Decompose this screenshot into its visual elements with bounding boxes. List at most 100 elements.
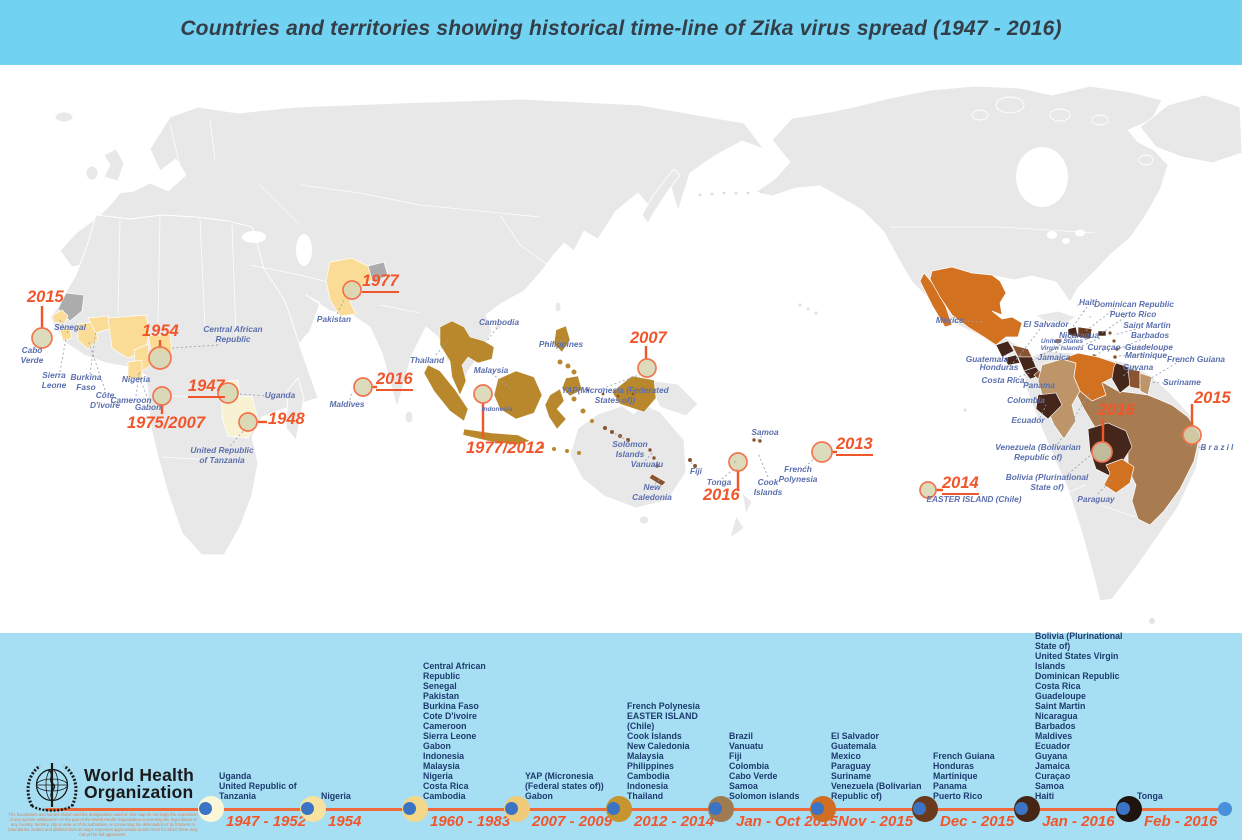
timeline-country: Sierra Leone — [423, 731, 477, 741]
region-mexico — [929, 266, 1023, 346]
great-lake-1 — [1047, 231, 1057, 239]
timeline-country: Cook Islands — [627, 731, 682, 741]
timeline-country: Venezuela (Bolivarian Republic of) — [831, 781, 922, 801]
timeline-country: Indonesia — [627, 781, 669, 791]
timeline-node-dot — [811, 802, 824, 815]
region-mindanao — [561, 375, 583, 397]
hudson-bay — [1016, 147, 1068, 207]
region-sumatra — [423, 364, 469, 422]
region-paraguay — [1103, 458, 1135, 494]
year-marker-circle — [238, 412, 258, 432]
timeline-country: Senegal — [423, 681, 457, 691]
timeline-country-list: Brazil Vanuatu Fiji Colombia Cabo Verde Samoa… — [729, 731, 829, 801]
timeline-country: Guadeloupe — [1035, 691, 1086, 701]
landmass-north-america — [755, 85, 1169, 373]
timeline-country: Nigeria — [321, 791, 351, 801]
year-marker-circle — [473, 384, 493, 404]
timeline-country-list: El Salvador Guatemala Mexico Paraguay Surina… — [831, 731, 931, 801]
timeline-country: Vanuatu — [729, 741, 764, 751]
timeline-node-dot — [505, 802, 518, 815]
timeline-country: Guyana — [1035, 751, 1068, 761]
timeline-country: Ecuador — [1035, 741, 1071, 751]
who-name-line1: World Health — [84, 765, 194, 785]
timeline-country: French Guiana — [933, 751, 995, 761]
island-cuba — [1035, 310, 1077, 324]
timeline-date-label: Dec - 2015 — [940, 813, 1015, 830]
timeline-date-label: Feb - 2016 — [1144, 813, 1218, 830]
timeline-country: Malaysia — [423, 761, 460, 771]
year-marker-circle — [919, 481, 937, 499]
island-tasmania — [638, 515, 650, 525]
timeline-country: Cameroon — [423, 721, 467, 731]
timeline-country: Indonesia — [423, 751, 465, 761]
timeline-country: Honduras — [933, 761, 975, 771]
timeline-date-label: 1954 — [328, 813, 362, 830]
year-marker-graphics — [31, 280, 1202, 499]
timeline-country: Costa Rica — [1035, 681, 1081, 691]
timeline-country: Uganda — [219, 771, 252, 781]
region-puerto-rico — [1097, 330, 1107, 337]
timeline-date-label: 1960 - 1983 — [430, 813, 511, 830]
timeline-country: Gabon — [423, 741, 451, 751]
black-sea — [242, 231, 266, 243]
island-madagascar — [285, 377, 305, 441]
arctic-island-1 — [995, 96, 1025, 114]
region-borneo — [493, 370, 543, 420]
timeline-country: Burkina Faso — [423, 701, 479, 711]
timeline-country: Dominican Republic — [1035, 671, 1120, 681]
timeline-country: Solomon islands — [729, 791, 800, 801]
timeline-country: Pakistan — [423, 691, 460, 701]
timeline-country: New Caledonia — [627, 741, 690, 751]
timeline-country: Suriname — [831, 771, 872, 781]
year-marker-circle — [217, 382, 239, 404]
timeline-country: Brazil — [729, 731, 753, 741]
timeline-country: Saint Martin — [1035, 701, 1086, 711]
region-thailand-cambodia — [439, 320, 495, 396]
timeline-country: Panama — [933, 781, 967, 791]
timeline-country: Haiti — [1035, 791, 1055, 801]
timeline-country: Samoa — [1035, 781, 1064, 791]
timeline-country-list: French Guiana Honduras Martinique Panama Pue… — [933, 751, 1033, 801]
who-logo-text: World Health Organization — [84, 767, 194, 800]
timeline-country: Guatemala — [831, 741, 876, 751]
year-marker-circle — [148, 346, 172, 370]
timeline-country: Maldives — [1035, 731, 1073, 741]
year-marker-circle — [1091, 441, 1113, 463]
timeline-node-dot — [403, 802, 416, 815]
timeline-country: Fiji — [729, 751, 742, 761]
island-sri-lanka — [404, 410, 414, 424]
island-newfoundland — [1138, 154, 1154, 166]
timeline-date-label: 1947 - 1952 — [226, 813, 307, 830]
year-marker-circle — [637, 358, 657, 378]
header-bar: Countries and territories showing histor… — [0, 0, 1242, 65]
year-marker-circle — [811, 441, 833, 463]
misc-gray-islands — [798, 303, 1155, 624]
region-sulawesi — [544, 388, 567, 430]
region-haiti — [1067, 326, 1079, 338]
timeline-country: EASTER ISLAND (Chile) — [627, 711, 698, 731]
timeline-country: Samoa — [729, 781, 758, 791]
island-japan — [641, 168, 681, 224]
region-french-guiana — [1139, 372, 1153, 396]
timeline-country: Martinique — [933, 771, 978, 781]
timeline-country: Paraguay — [831, 761, 871, 771]
island-taiwan — [554, 301, 562, 313]
arctic-island-2 — [1049, 108, 1071, 122]
timeline-node-dot — [1015, 802, 1028, 815]
timeline-country-list: YAP (Micronesia (Federal states of)) Gabo… — [525, 771, 625, 801]
page-title: Countries and territories showing histor… — [180, 17, 1062, 40]
timeline-country: YAP (Micronesia (Federal states of)) — [525, 771, 604, 791]
timeline-country: El Salvador — [831, 731, 879, 741]
timeline-axis — [45, 808, 1222, 811]
timeline-country-list: French Polynesia EASTER ISLAND (Chile) Coo… — [627, 701, 727, 801]
timeline-country: Cambodia — [423, 791, 466, 801]
caspian-sea — [296, 234, 312, 266]
timeline-country: United Republic of Tanzania — [219, 781, 297, 801]
island-new-zealand-south — [729, 515, 745, 539]
region-luzon — [553, 325, 571, 353]
world-map-svg — [31, 85, 1242, 624]
arctic-island-4 — [971, 109, 989, 121]
timeline-country: Cote D'ivoire — [423, 711, 477, 721]
timeline-country-list: Uganda United Republic of Tanzania — [219, 771, 319, 801]
base-continents — [49, 85, 1242, 624]
